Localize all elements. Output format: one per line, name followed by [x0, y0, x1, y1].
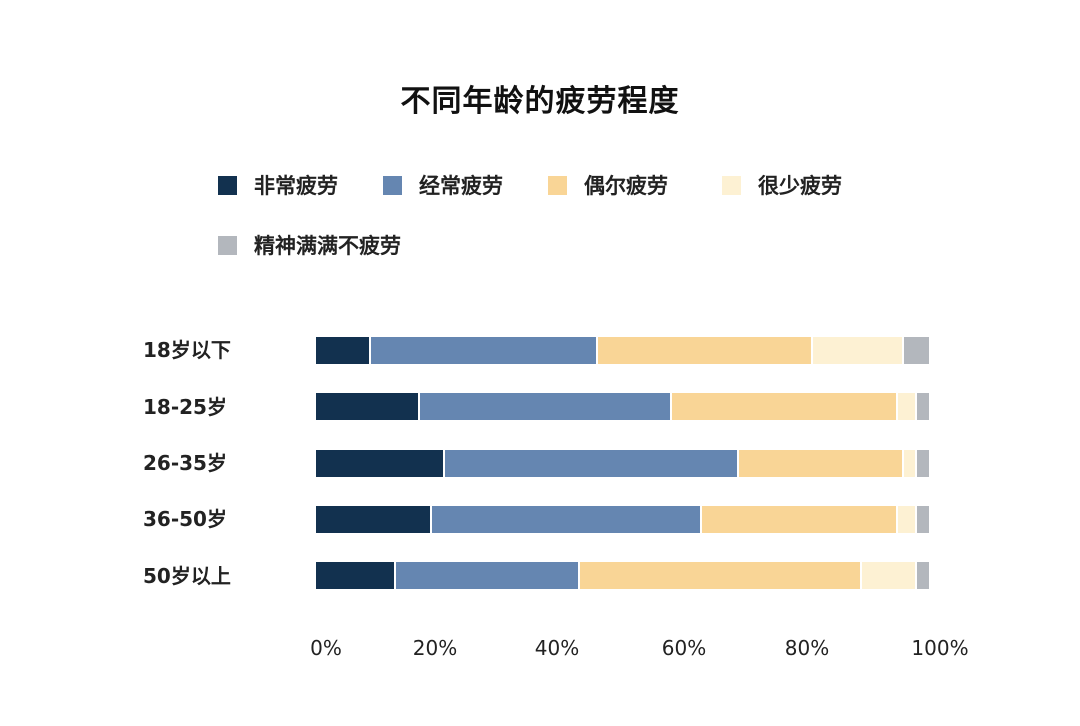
legend-label: 经常疲劳	[419, 174, 503, 198]
row-label: 26-35岁	[143, 451, 227, 475]
legend-item-very-tired: 非常疲劳	[218, 173, 338, 198]
bar-segment	[904, 337, 929, 364]
row-label: 36-50岁	[143, 507, 227, 531]
legend-item-sometimes-tired: 偶尔疲劳	[548, 173, 668, 198]
stacked-bar	[316, 506, 929, 533]
bar-segment	[371, 337, 598, 364]
stacked-bar	[316, 450, 929, 477]
legend-swatch	[722, 175, 741, 195]
bar-segment	[420, 393, 672, 420]
x-tick: 60%	[661, 636, 707, 660]
bar-segment	[916, 450, 929, 477]
bar-segment	[597, 337, 813, 364]
bar-segment	[395, 562, 580, 589]
x-tick: 20%	[412, 636, 458, 660]
bar-segment	[916, 393, 929, 420]
legend-swatch	[218, 235, 237, 255]
row-label: 18-25岁	[143, 395, 227, 419]
bar-segment	[444, 450, 739, 477]
row-label: 50岁以上	[143, 564, 231, 588]
legend-item-energetic: 精神满满不疲劳	[218, 233, 401, 258]
legend-swatch	[383, 175, 402, 195]
x-tick: 0%	[310, 636, 342, 660]
bar-segment	[898, 506, 917, 533]
bar-segment	[671, 393, 899, 420]
bar-segment	[702, 506, 899, 533]
bar-segment	[904, 450, 917, 477]
chart-title: 不同年龄的疲劳程度	[400, 84, 680, 119]
x-tick: 80%	[784, 636, 830, 660]
bar-segment	[579, 562, 862, 589]
legend-label: 非常疲劳	[254, 174, 338, 198]
bar-segment	[916, 506, 929, 533]
x-tick: 40%	[534, 636, 580, 660]
legend-label: 偶尔疲劳	[584, 174, 668, 198]
legend-label: 很少疲劳	[758, 174, 842, 198]
bar-segment	[432, 506, 703, 533]
legend-swatch	[548, 175, 567, 195]
bar-segment	[898, 393, 917, 420]
bar-segment	[316, 337, 372, 364]
bar-segment	[316, 562, 396, 589]
x-tick: 100%	[911, 636, 969, 660]
bar-segment	[738, 450, 905, 477]
bar-segment	[316, 506, 433, 533]
bar-segment	[861, 562, 917, 589]
stacked-bar	[316, 562, 929, 589]
legend-label: 精神满满不疲劳	[254, 234, 401, 258]
legend-item-often-tired: 经常疲劳	[383, 173, 503, 198]
legend-swatch	[218, 175, 237, 195]
bar-segment	[812, 337, 905, 364]
bar-segment	[316, 450, 445, 477]
stacked-bar	[316, 393, 929, 420]
row-label: 18岁以下	[143, 338, 231, 362]
bar-segment	[916, 562, 929, 589]
bar-segment	[316, 393, 421, 420]
legend-item-rarely-tired: 很少疲劳	[722, 173, 842, 198]
stacked-bar	[316, 337, 929, 364]
